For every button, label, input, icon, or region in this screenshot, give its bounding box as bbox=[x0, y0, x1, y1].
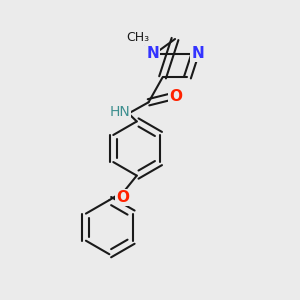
Text: N: N bbox=[146, 46, 159, 61]
Text: N: N bbox=[191, 46, 204, 61]
Text: O: O bbox=[170, 89, 183, 104]
Text: CH₃: CH₃ bbox=[126, 32, 149, 44]
Text: O: O bbox=[116, 190, 129, 205]
Text: HN: HN bbox=[109, 105, 130, 119]
